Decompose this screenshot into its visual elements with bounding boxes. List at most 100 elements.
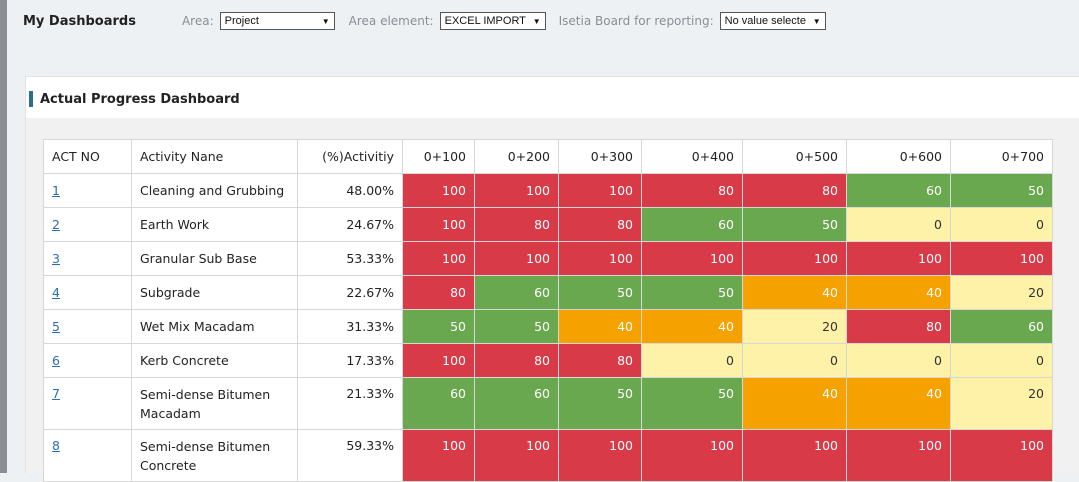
- panel-title: Actual Progress Dashboard: [40, 91, 240, 107]
- progress-cell: 40: [846, 377, 951, 430]
- act-no-link[interactable]: 3: [52, 251, 60, 266]
- act-no-cell: 6: [43, 343, 132, 378]
- progress-cell: 20: [742, 309, 847, 344]
- progress-cell: 20: [950, 275, 1053, 310]
- progress-cell: 50: [402, 309, 475, 344]
- progress-cell: 100: [846, 429, 951, 482]
- act-no-cell: 3: [43, 241, 132, 276]
- progress-cell: 100: [402, 173, 475, 208]
- act-no-link[interactable]: 8: [52, 438, 60, 453]
- progress-cell: 100: [558, 429, 642, 482]
- progress-cell: 50: [950, 173, 1053, 208]
- activity-name-cell: Kerb Concrete: [131, 343, 298, 378]
- progress-cell: 60: [641, 207, 743, 242]
- progress-cell: 100: [474, 429, 559, 482]
- chevron-down-icon: ▼: [812, 16, 821, 26]
- act-no-link[interactable]: 2: [52, 217, 60, 232]
- panel-header: Actual Progress Dashboard: [29, 91, 240, 107]
- column-header[interactable]: (%)Activitiy: [297, 139, 403, 174]
- window-edge: [0, 0, 7, 473]
- progress-cell: 50: [474, 309, 559, 344]
- act-no-link[interactable]: 5: [52, 319, 60, 334]
- progress-cell: 100: [474, 173, 559, 208]
- activity-percent-cell: 21.33%: [297, 377, 403, 430]
- progress-cell: 80: [558, 207, 642, 242]
- board-select-value: No value selecte: [724, 15, 806, 27]
- progress-cell: 60: [950, 309, 1053, 344]
- progress-cell: 80: [558, 343, 642, 378]
- column-header[interactable]: 0+500: [742, 139, 847, 174]
- progress-cell: 20: [950, 377, 1053, 430]
- area-element-select-value: EXCEL IMPORT: [444, 15, 526, 27]
- chevron-down-icon: ▼: [532, 16, 541, 26]
- progress-cell: 0: [950, 343, 1053, 378]
- act-no-cell: 2: [43, 207, 132, 242]
- column-header[interactable]: 0+300: [558, 139, 642, 174]
- progress-cell: 40: [558, 309, 642, 344]
- table-header-row: ACT NO Activity Nane (%)Activitiy 0+100 0+20…: [43, 139, 1053, 174]
- act-no-link[interactable]: 6: [52, 353, 60, 368]
- activity-percent-cell: 24.67%: [297, 207, 403, 242]
- panel-body: ACT NO Activity Nane (%)Activitiy 0+100 0+20…: [26, 118, 1079, 482]
- activity-name-cell: Subgrade: [131, 275, 298, 310]
- act-no-cell: 4: [43, 275, 132, 310]
- area-element-select[interactable]: EXCEL IMPORT ▼: [439, 12, 546, 30]
- column-header[interactable]: 0+700: [950, 139, 1053, 174]
- table-row: 1 Cleaning and Grubbing 48.00% 100 100 100 80 8…: [43, 173, 1053, 208]
- chevron-down-icon: ▼: [321, 16, 330, 26]
- progress-cell: 60: [846, 173, 951, 208]
- progress-cell: 0: [742, 343, 847, 378]
- act-no-link[interactable]: 4: [52, 285, 60, 300]
- act-no-link[interactable]: 1: [52, 183, 60, 198]
- table-row: 8 Semi-dense Bitumen Concrete 59.33% 100 100…: [43, 429, 1053, 482]
- progress-cell: 50: [558, 275, 642, 310]
- activity-name-cell: Earth Work: [131, 207, 298, 242]
- progress-cell: 0: [846, 343, 951, 378]
- progress-cell: 100: [402, 343, 475, 378]
- activity-name-cell: Cleaning and Grubbing: [131, 173, 298, 208]
- activity-name-cell: Granular Sub Base: [131, 241, 298, 276]
- column-header[interactable]: 0+100: [402, 139, 475, 174]
- table-row: 4 Subgrade 22.67% 80 60 50 50 40 40 20: [43, 275, 1053, 310]
- area-element-filter: Area element: EXCEL IMPORT ▼: [349, 12, 546, 30]
- progress-cell: 40: [742, 377, 847, 430]
- progress-cell: 100: [641, 241, 743, 276]
- progress-cell: 80: [474, 207, 559, 242]
- board-filter: Isetia Board for reporting: No value sel…: [559, 12, 826, 30]
- progress-cell: 80: [846, 309, 951, 344]
- progress-cell: 100: [742, 241, 847, 276]
- progress-cell: 0: [950, 207, 1053, 242]
- progress-cell: 50: [558, 377, 642, 430]
- act-no-link[interactable]: 7: [52, 386, 60, 401]
- area-filter: Area: Project ▼: [182, 12, 335, 30]
- activity-percent-cell: 31.33%: [297, 309, 403, 344]
- activity-percent-cell: 22.67%: [297, 275, 403, 310]
- act-no-cell: 1: [43, 173, 132, 208]
- activity-percent-cell: 59.33%: [297, 429, 403, 482]
- progress-cell: 80: [641, 173, 743, 208]
- area-select-value: Project: [224, 15, 259, 27]
- progress-cell: 40: [846, 275, 951, 310]
- activity-name-cell: Semi-dense Bitumen Concrete: [131, 429, 298, 482]
- act-no-cell: 5: [43, 309, 132, 344]
- progress-cell: 100: [558, 241, 642, 276]
- column-header[interactable]: 0+200: [474, 139, 559, 174]
- act-no-cell: 8: [43, 429, 132, 482]
- area-element-label: Area element:: [348, 14, 434, 28]
- column-header[interactable]: 0+400: [641, 139, 743, 174]
- table-row: 7 Semi-dense Bitumen Macadam 21.33% 60 60 50 5…: [43, 377, 1053, 430]
- progress-cell: 100: [846, 241, 951, 276]
- progress-cell: 50: [742, 207, 847, 242]
- progress-cell: 100: [641, 429, 743, 482]
- board-select[interactable]: No value selecte ▼: [719, 12, 826, 30]
- column-header[interactable]: 0+600: [846, 139, 951, 174]
- table-row: 6 Kerb Concrete 17.33% 100 80 80 0 0 0 0: [43, 343, 1053, 378]
- progress-cell: 40: [641, 309, 743, 344]
- column-header[interactable]: ACT NO: [43, 139, 132, 174]
- progress-cell: 100: [402, 429, 475, 482]
- progress-cell: 80: [742, 173, 847, 208]
- progress-cell: 100: [950, 429, 1053, 482]
- column-header[interactable]: Activity Nane: [131, 139, 298, 174]
- progress-cell: 60: [474, 377, 559, 430]
- area-select[interactable]: Project ▼: [219, 12, 335, 30]
